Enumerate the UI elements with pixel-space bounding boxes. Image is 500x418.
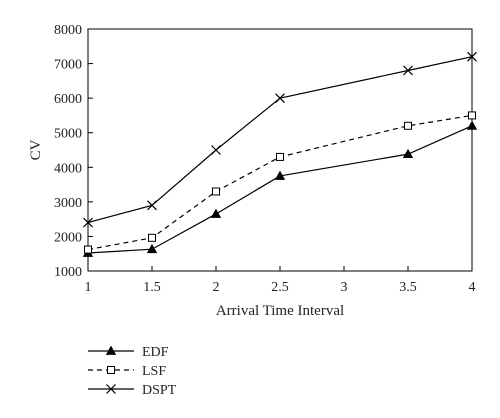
data-point-dspt xyxy=(467,51,477,62)
legend-label: DSPT xyxy=(142,383,177,398)
x-axis-title: Arrival Time Interval xyxy=(216,303,344,319)
series-edf xyxy=(82,120,478,257)
y-tick-label: 4000 xyxy=(54,161,82,176)
data-point-lsf xyxy=(84,245,92,254)
data-point-edf xyxy=(146,243,158,254)
y-tick-label: 5000 xyxy=(54,127,82,142)
legend-marker xyxy=(106,384,116,394)
legend-item-lsf: LSF xyxy=(88,364,166,379)
series-layer xyxy=(82,51,478,257)
x-axis: 1 1.5 2 2.5 3 3.5 4 xyxy=(85,266,476,295)
x-tick-label: 2 xyxy=(213,280,220,295)
y-tick-label: 2000 xyxy=(54,230,82,245)
y-tick-label: 6000 xyxy=(54,92,82,107)
data-point-edf xyxy=(274,170,286,180)
x-tick-label: 3.5 xyxy=(399,280,417,295)
x-tick-label: 2.5 xyxy=(271,280,289,295)
legend-label: LSF xyxy=(142,364,166,379)
series-line-edf xyxy=(87,125,473,254)
legend-item-edf: EDF xyxy=(88,345,169,360)
series-line-lsf xyxy=(87,114,473,251)
data-point-lsf xyxy=(212,187,220,196)
data-point-lsf xyxy=(404,121,412,130)
legend-item-dspt: DSPT xyxy=(88,383,177,398)
data-point-dspt xyxy=(211,145,221,155)
legend-marker xyxy=(107,366,115,374)
x-tick-label: 3 xyxy=(341,280,348,295)
y-axis-title: CV xyxy=(28,139,44,160)
data-point-lsf xyxy=(468,111,476,120)
data-point-edf xyxy=(402,148,414,159)
data-point-dspt xyxy=(403,65,413,76)
x-tick-label: 1 xyxy=(85,280,92,295)
data-point-dspt xyxy=(83,217,93,228)
data-point-edf xyxy=(210,208,222,218)
y-tick-label: 3000 xyxy=(54,196,82,211)
data-point-dspt xyxy=(275,93,285,104)
y-tick-label: 8000 xyxy=(54,23,82,38)
y-axis: 1000 2000 3000 4000 5000 6000 7000 8000 xyxy=(54,23,93,280)
y-tick-label: 7000 xyxy=(54,58,82,73)
series-dspt xyxy=(83,51,477,228)
series-lsf xyxy=(84,111,476,254)
plot-frame xyxy=(87,28,473,272)
data-point-lsf xyxy=(276,152,284,161)
x-tick-label: 4 xyxy=(469,280,476,295)
legend-label: EDF xyxy=(142,345,169,360)
series-line-dspt xyxy=(87,56,473,224)
data-point-edf xyxy=(466,120,478,130)
x-tick-label: 1.5 xyxy=(143,280,161,295)
data-point-lsf xyxy=(148,233,156,242)
data-point-dspt xyxy=(147,200,157,211)
y-tick-label: 1000 xyxy=(54,265,82,280)
legend-marker xyxy=(105,345,117,355)
legend: EDF LSF DSPT xyxy=(88,345,177,398)
